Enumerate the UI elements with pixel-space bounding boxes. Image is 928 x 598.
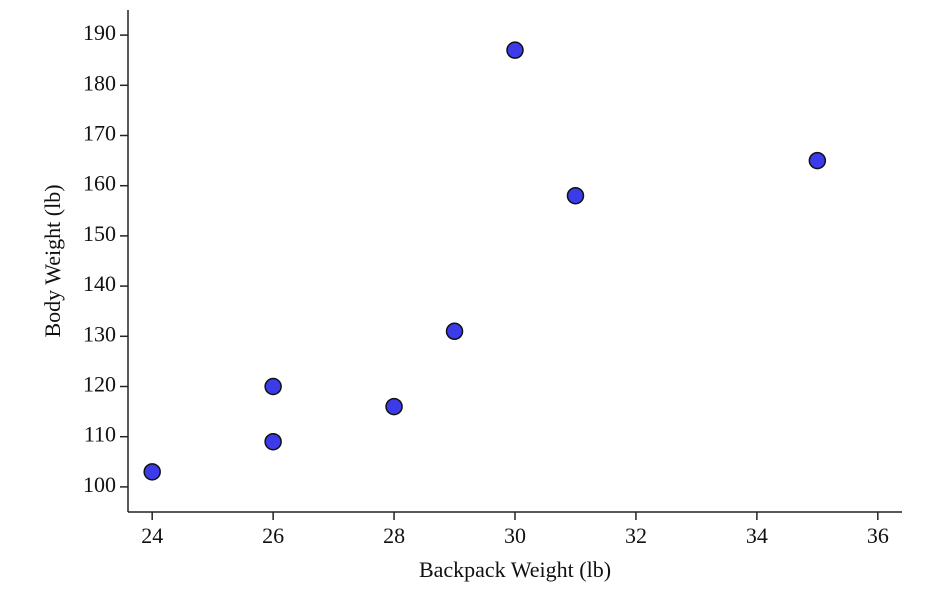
y-tick-label: 160 <box>83 171 116 196</box>
x-tick-label: 24 <box>141 523 163 548</box>
y-axis-label: Body Weight (lb) <box>40 184 65 337</box>
y-tick-label: 150 <box>83 221 116 246</box>
y-tick-label: 170 <box>83 121 116 146</box>
point <box>566 186 585 205</box>
x-tick-label: 26 <box>262 523 284 548</box>
point <box>506 41 524 59</box>
x-axis-label: Backpack Weight (lb) <box>419 557 611 582</box>
y-tick-label: 180 <box>83 70 116 95</box>
point <box>264 432 282 451</box>
y-tick-label: 140 <box>83 271 116 296</box>
y-tick-label: 190 <box>83 20 116 45</box>
x-tick-label: 30 <box>504 523 526 548</box>
point <box>385 397 403 416</box>
x-tick-label: 34 <box>746 523 768 548</box>
y-tick-label: 110 <box>84 422 116 447</box>
point <box>445 322 464 341</box>
point <box>264 377 282 396</box>
point <box>143 463 161 481</box>
y-tick-label: 130 <box>83 321 116 346</box>
y-tick-label: 100 <box>83 472 116 497</box>
x-tick-label: 36 <box>867 523 889 548</box>
x-tick-label: 28 <box>383 523 405 548</box>
x-tick-label: 32 <box>625 523 647 548</box>
point <box>808 151 827 170</box>
y-tick-label: 120 <box>83 372 116 397</box>
